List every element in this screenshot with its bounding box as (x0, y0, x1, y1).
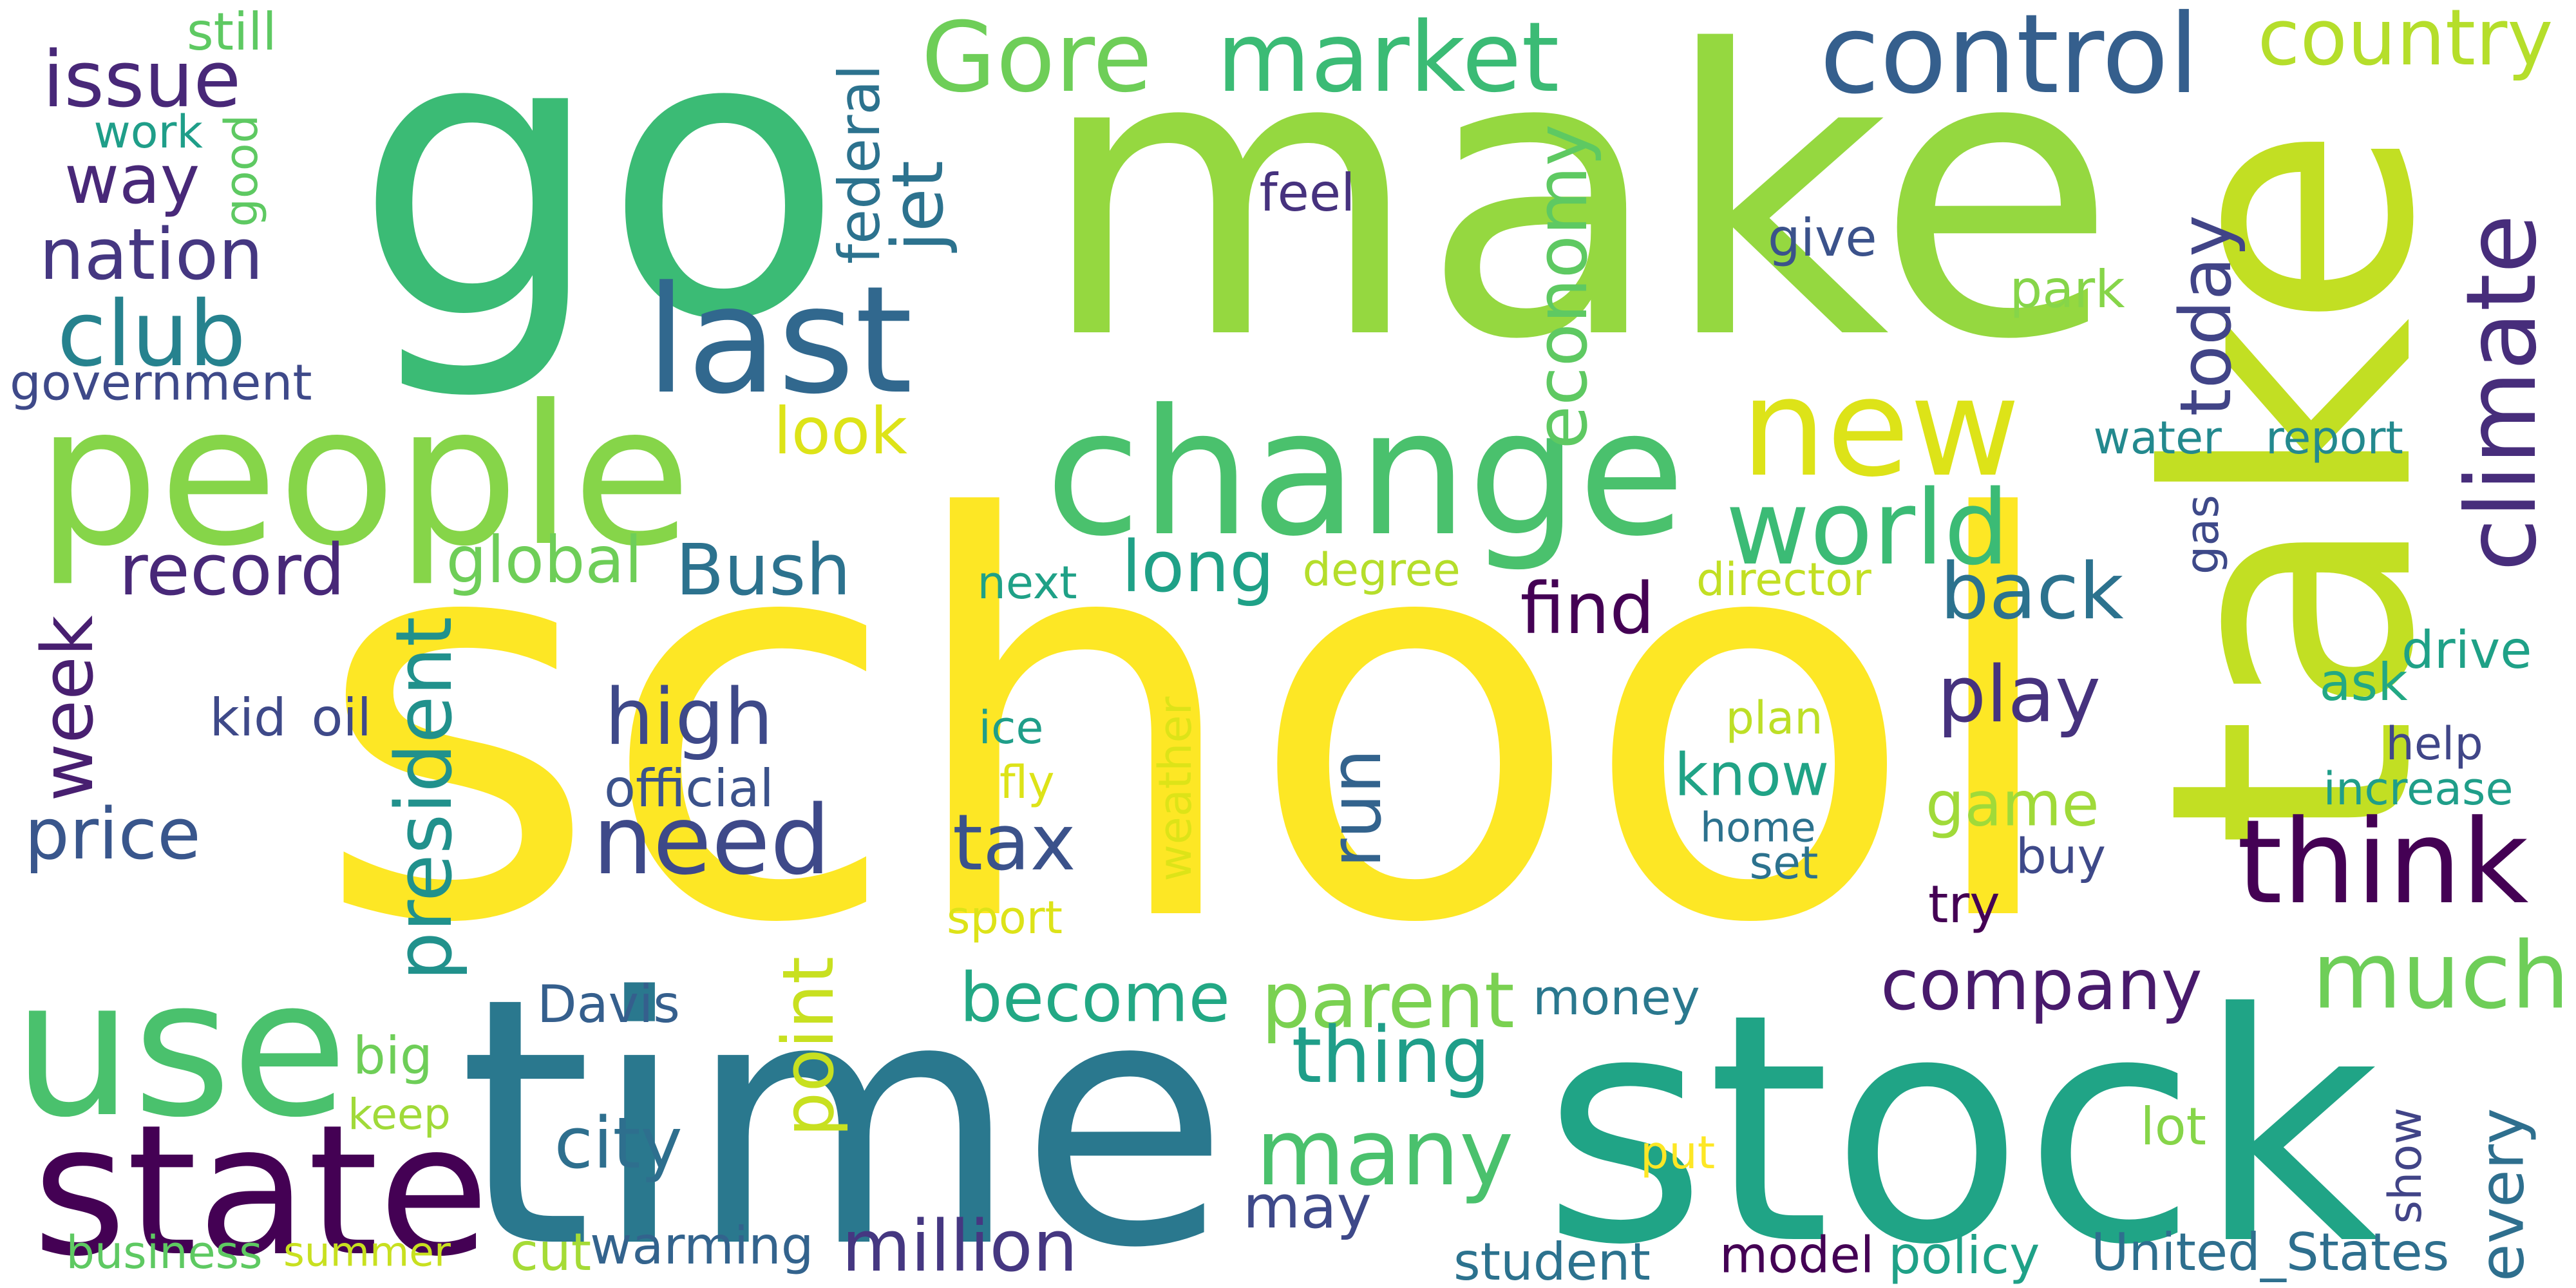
word-company: company (1880, 944, 2202, 1026)
word-way: way (64, 141, 200, 219)
word-united-states: United_States (2091, 1222, 2450, 1282)
word-feel: feel (1259, 163, 1356, 223)
word-become: become (960, 958, 1231, 1037)
word-people: people (36, 364, 692, 589)
word-plan: plan (1725, 692, 1823, 744)
word-put: put (1640, 1126, 1716, 1179)
word-weather: weather (1149, 696, 1202, 882)
word-high: high (605, 673, 773, 762)
word-gas: gas (2176, 495, 2229, 574)
word-today: today (2164, 214, 2247, 417)
word-much: much (2312, 922, 2570, 1030)
word-know: know (1674, 741, 1830, 810)
word-state: state (32, 1086, 489, 1288)
word-fly: fly (999, 756, 1055, 809)
word-official: official (604, 759, 774, 819)
word-think: think (2237, 795, 2529, 930)
word-business: business (66, 1226, 263, 1279)
word-president: president (380, 616, 469, 981)
word-thing: thing (1291, 1011, 1491, 1101)
word-run: run (1314, 748, 1397, 868)
word-gore: Gore (921, 2, 1153, 114)
word-lot: lot (2140, 1097, 2207, 1157)
word-back: back (1940, 547, 2124, 637)
word-home: home (1700, 803, 1816, 851)
word-try: try (1928, 875, 2000, 934)
word-bush: Bush (676, 529, 851, 611)
word-game: game (1926, 769, 2099, 840)
word-new: new (1741, 349, 2021, 507)
word-time: time (458, 925, 1229, 1288)
word-sport: sport (947, 891, 1063, 944)
word-issue: issue (43, 35, 242, 125)
word-drive: drive (2401, 620, 2532, 680)
word-increase: increase (2323, 762, 2514, 815)
word-government: government (10, 354, 312, 412)
word-park: park (2009, 260, 2125, 319)
word-keep: keep (348, 1089, 451, 1139)
word-club: club (57, 282, 246, 387)
word-policy: policy (1888, 1226, 2040, 1285)
word-ask: ask (2319, 652, 2408, 712)
word-summer: summer (283, 1228, 451, 1276)
word-climate: climate (2446, 214, 2558, 572)
word-kid: kid (209, 688, 287, 748)
word-still: still (187, 2, 277, 62)
word-find: find (1520, 567, 1655, 650)
word-market: market (1217, 2, 1560, 114)
word-country: country (2257, 0, 2553, 83)
word-control: control (1819, 0, 2199, 118)
word-good: good (215, 114, 268, 227)
word-look: look (773, 393, 908, 469)
word-every: every (2466, 1108, 2538, 1282)
word-stock: stock (1542, 946, 2380, 1288)
word-give: give (1768, 208, 1877, 268)
word-make: make (1038, 0, 2117, 425)
word-economy: economy (1520, 124, 1603, 450)
word-federal: federal (826, 64, 893, 264)
word-work: work (93, 106, 203, 158)
word-parent: parent (1261, 956, 1515, 1046)
word-go: go (354, 0, 844, 406)
word-long: long (1121, 526, 1274, 608)
word-world: world (1725, 468, 2010, 588)
word-price: price (24, 793, 201, 875)
word-week: week (26, 615, 109, 802)
word-may: may (1243, 1173, 1372, 1242)
word-many: many (1256, 1099, 1514, 1206)
word-nation: nation (39, 213, 263, 296)
word-help: help (2385, 717, 2483, 770)
word-water: water (2093, 412, 2222, 464)
word-play: play (1937, 650, 2101, 740)
word-point: point (767, 956, 849, 1137)
word-student: student (1454, 1232, 1651, 1288)
word-warming: warming (590, 1216, 814, 1276)
word-big: big (353, 1026, 433, 1086)
word-oil: oil (311, 688, 372, 748)
word-jet: jet (876, 160, 959, 252)
word-cut: cut (510, 1222, 592, 1282)
word-ice: ice (978, 701, 1044, 754)
word-show: show (2379, 1107, 2432, 1224)
word-million: million (842, 1205, 1078, 1287)
word-school: school (314, 406, 2069, 1043)
word-change: change (1045, 372, 1685, 574)
word-tax: tax (952, 799, 1076, 888)
word-money: money (1533, 969, 1700, 1026)
word-need: need (592, 785, 831, 896)
word-report: report (2266, 412, 2403, 464)
word-davis: Davis (537, 974, 680, 1034)
word-global: global (446, 522, 643, 598)
word-use: use (13, 939, 348, 1159)
word-last: last (645, 255, 913, 427)
word-model: model (1719, 1226, 1875, 1285)
word-set: set (1749, 837, 1819, 889)
word-record: record (118, 529, 345, 611)
word-director: director (1696, 553, 1871, 606)
word-buy: buy (2016, 828, 2106, 885)
word-city: city (554, 1102, 683, 1184)
word-degree: degree (1302, 544, 1461, 596)
word-next: next (977, 556, 1077, 609)
